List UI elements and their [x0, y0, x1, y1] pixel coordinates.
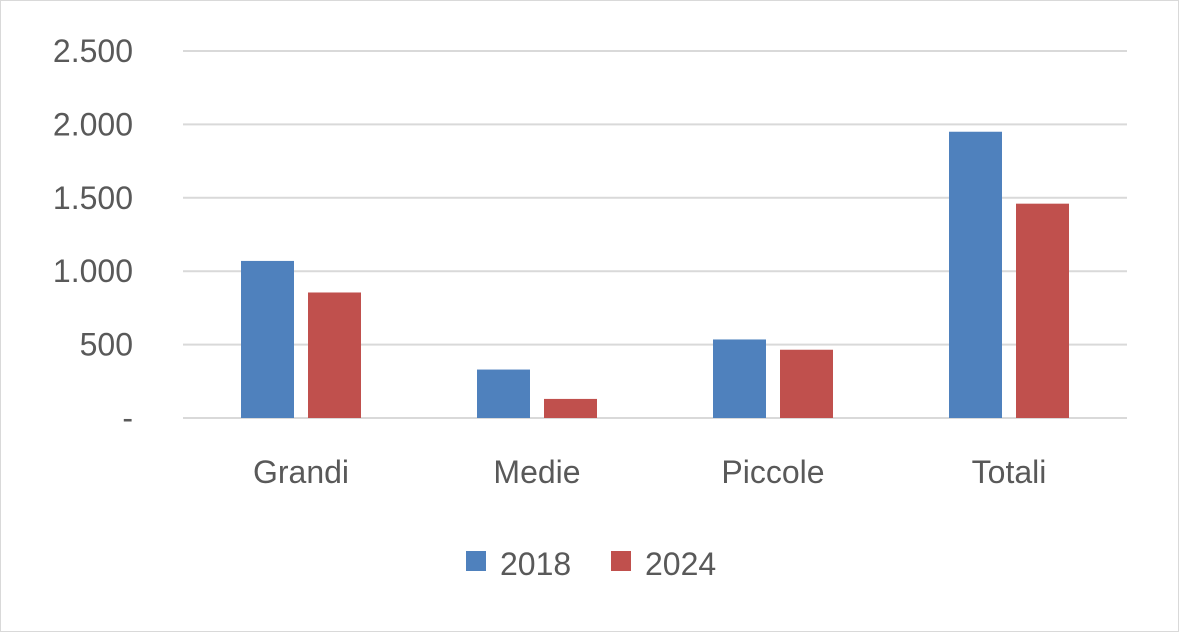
- bar-2018-medie: [477, 369, 530, 418]
- legend: 2018 2024: [466, 546, 716, 582]
- x-category-label: Grandi: [253, 454, 349, 490]
- x-category-label: Totali: [972, 454, 1047, 490]
- y-tick-label: 2.500: [53, 33, 133, 69]
- bar-2024-medie: [544, 398, 597, 418]
- bar-2018-totali: [949, 131, 1002, 419]
- legend-label: 2018: [500, 546, 571, 582]
- bar-2018-grandi: [241, 260, 294, 418]
- legend-swatch-2024: [611, 551, 631, 571]
- y-tick-label: -: [122, 400, 133, 436]
- x-category-label: Medie: [493, 454, 580, 490]
- y-axis-tick-labels: - 500 1.000 1.500 2.000 2.500: [53, 33, 133, 436]
- y-tick-label: 2.000: [53, 106, 133, 142]
- bar-2024-grandi: [308, 292, 361, 418]
- y-tick-label: 1.500: [53, 180, 133, 216]
- bar-2024-piccole: [780, 349, 833, 418]
- bar-2018-piccole: [713, 339, 766, 418]
- y-tick-label: 500: [80, 327, 133, 363]
- legend-swatch-2018: [466, 551, 486, 571]
- y-tick-label: 1.000: [53, 253, 133, 289]
- legend-label: 2024: [645, 546, 716, 582]
- bars: [241, 131, 1069, 419]
- x-axis-category-labels: Grandi Medie Piccole Totali: [253, 454, 1046, 490]
- x-category-label: Piccole: [721, 454, 824, 490]
- bar-2024-totali: [1016, 203, 1069, 418]
